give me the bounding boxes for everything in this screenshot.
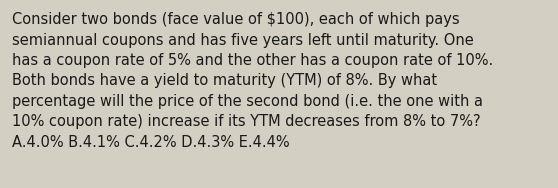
Text: Consider two bonds (face value of $100), each of which pays
semiannual coupons a: Consider two bonds (face value of $100),… (12, 12, 493, 150)
